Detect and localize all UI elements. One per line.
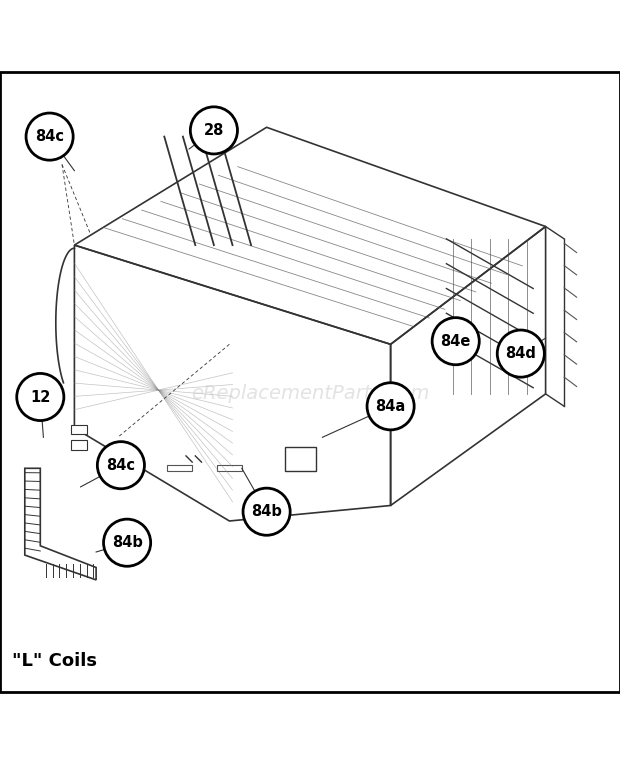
Text: "L" Coils: "L" Coils bbox=[12, 652, 97, 670]
Circle shape bbox=[97, 442, 144, 489]
Circle shape bbox=[104, 519, 151, 566]
Circle shape bbox=[26, 113, 73, 160]
Text: 28: 28 bbox=[204, 123, 224, 138]
Bar bbox=[217, 465, 242, 472]
Text: 84c: 84c bbox=[107, 458, 135, 473]
Bar bbox=[118, 465, 143, 472]
Circle shape bbox=[17, 373, 64, 420]
Text: 84e: 84e bbox=[441, 333, 471, 349]
Text: 84c: 84c bbox=[35, 129, 64, 144]
Circle shape bbox=[367, 383, 414, 430]
Bar bbox=[285, 446, 316, 472]
Text: 12: 12 bbox=[30, 389, 50, 404]
Text: 84b: 84b bbox=[112, 535, 143, 550]
Text: eReplacementParts.com: eReplacementParts.com bbox=[191, 385, 429, 404]
Bar bbox=[167, 465, 192, 472]
Bar bbox=[71, 440, 87, 449]
Bar bbox=[71, 425, 87, 434]
Circle shape bbox=[497, 330, 544, 377]
Text: 84a: 84a bbox=[376, 399, 405, 414]
Text: 84b: 84b bbox=[251, 504, 282, 519]
Circle shape bbox=[432, 317, 479, 365]
Circle shape bbox=[243, 488, 290, 536]
Circle shape bbox=[190, 107, 237, 154]
Text: 84d: 84d bbox=[505, 346, 536, 361]
